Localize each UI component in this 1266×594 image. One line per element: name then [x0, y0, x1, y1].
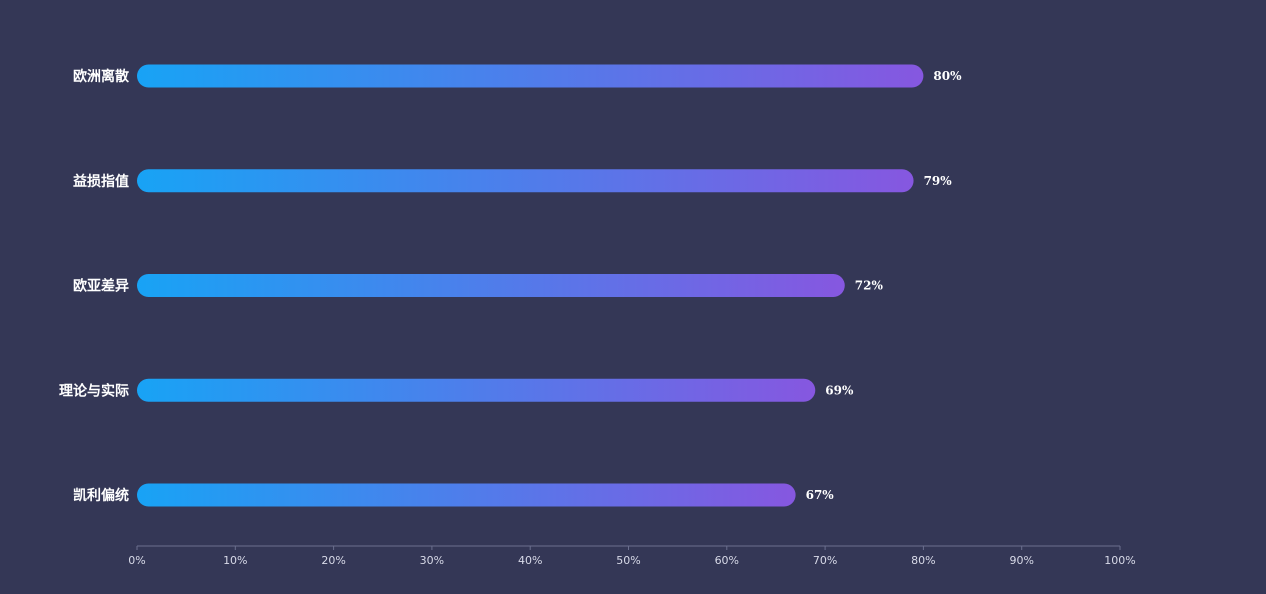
x-tick-label: 10%	[223, 554, 247, 567]
bar	[137, 483, 796, 507]
value-label: 79%	[924, 174, 953, 188]
value-label: 72%	[855, 279, 884, 293]
value-label: 69%	[825, 383, 854, 397]
x-tick-label: 70%	[813, 554, 837, 567]
value-label: 67%	[806, 488, 835, 502]
value-label: 80%	[933, 69, 962, 83]
x-tick-label: 0%	[128, 554, 145, 567]
bar	[137, 64, 924, 88]
x-tick-label: 20%	[321, 554, 345, 567]
bar	[137, 274, 845, 297]
category-label: 凯利偏统	[73, 487, 129, 504]
x-tick-label: 100%	[1104, 554, 1135, 567]
category-label: 欧亚差异	[73, 278, 129, 295]
x-tick-label: 50%	[616, 554, 640, 567]
category-label: 益损指值	[73, 173, 129, 190]
x-tick-label: 90%	[1009, 554, 1033, 567]
bars-group: 欧洲离散 80% 益损指值 79% 欧亚差异 72% 理论与实际 69% 凯利偏统 67%	[59, 64, 962, 507]
x-tick-label: 60%	[715, 554, 739, 567]
bar	[137, 169, 914, 193]
x-tick-label: 80%	[911, 554, 935, 567]
category-label: 欧洲离散	[73, 68, 130, 85]
category-label: 理论与实际	[59, 382, 129, 399]
x-axis-ticks: 0% 10% 20% 30% 40% 50% 60% 70% 80% 90% 100%	[128, 546, 1136, 567]
bar	[137, 378, 816, 402]
x-tick-label: 30%	[420, 554, 444, 567]
x-tick-label: 40%	[518, 554, 542, 567]
